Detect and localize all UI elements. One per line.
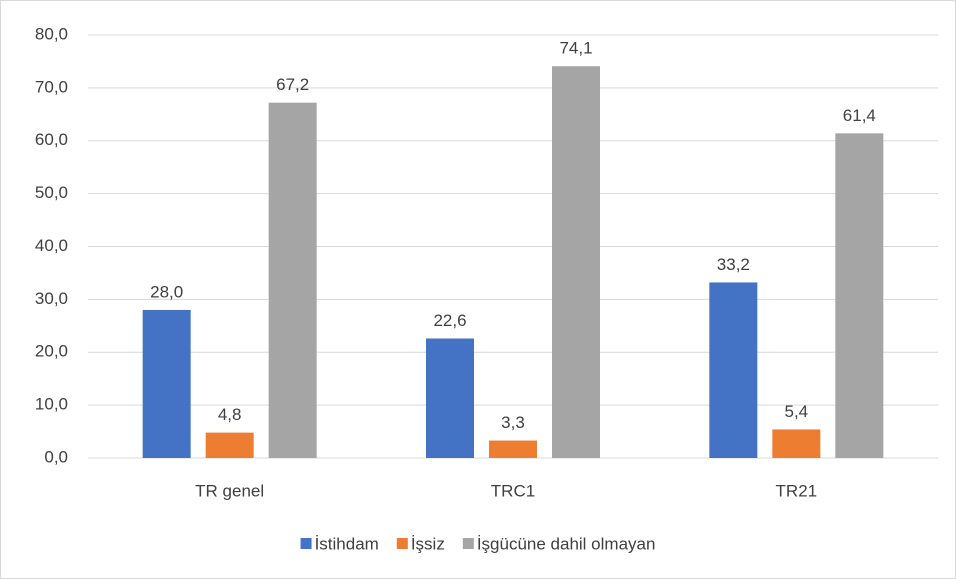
bar <box>489 440 537 458</box>
data-label: 4,8 <box>218 405 242 424</box>
bar <box>142 309 191 458</box>
x-tick-label: TR21 <box>776 481 818 500</box>
legend-swatch <box>300 538 312 549</box>
bar <box>268 102 317 459</box>
data-label: 33,2 <box>717 255 750 274</box>
legend-swatch <box>396 538 408 549</box>
y-tick-label: 50,0 <box>35 183 68 202</box>
bar <box>772 429 821 458</box>
y-tick-label: 20,0 <box>35 342 68 361</box>
bar <box>205 432 254 458</box>
legend-swatch <box>462 538 474 549</box>
x-tick-label: TRC1 <box>491 481 535 500</box>
data-label: 28,0 <box>150 282 183 301</box>
legend-label: İstihdam <box>315 534 379 553</box>
y-tick-label: 40,0 <box>35 236 68 255</box>
bar <box>709 282 758 458</box>
data-label: 22,6 <box>433 311 466 330</box>
y-tick-label: 30,0 <box>35 289 68 308</box>
data-label: 5,4 <box>785 402 809 421</box>
y-tick-label: 0,0 <box>44 447 68 466</box>
y-tick-label: 70,0 <box>35 77 68 96</box>
bar <box>426 338 474 458</box>
legend-label: İşgücüne dahil olmayan <box>477 534 656 553</box>
data-label: 74,1 <box>559 39 592 58</box>
legend-label: İşsiz <box>411 534 445 553</box>
y-tick-label: 10,0 <box>35 395 68 414</box>
x-tick-label: TR genel <box>195 481 264 500</box>
y-tick-label: 60,0 <box>35 130 68 149</box>
y-tick-label: 80,0 <box>35 24 68 43</box>
bar <box>552 66 600 458</box>
data-label: 3,3 <box>501 413 525 432</box>
data-label: 61,4 <box>843 106 876 125</box>
data-label: 67,2 <box>276 75 309 94</box>
bar <box>835 133 884 458</box>
